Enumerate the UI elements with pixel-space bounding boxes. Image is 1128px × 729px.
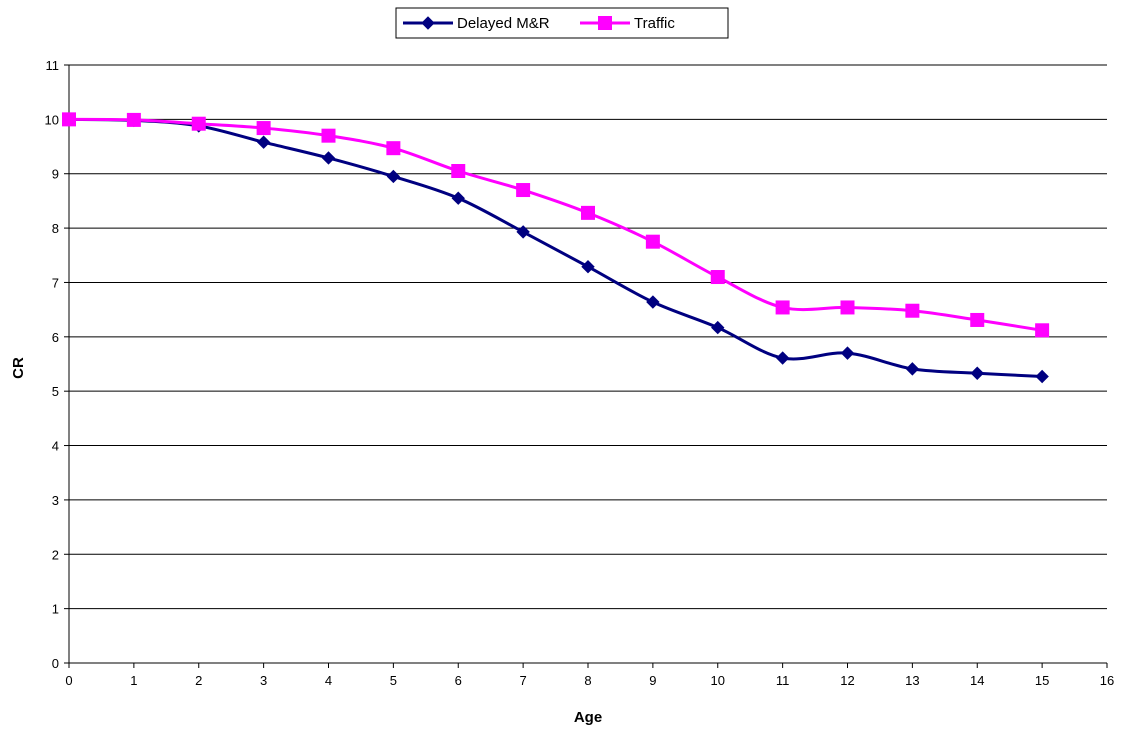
x-tick-label-5: 5 — [390, 673, 397, 688]
y-tick-label-8: 8 — [52, 221, 59, 236]
series-lines — [62, 112, 1050, 384]
series-traffic — [62, 112, 1050, 338]
data-point-delayed-m-r-7 — [516, 225, 530, 239]
data-point-delayed-m-r-5 — [386, 169, 401, 184]
data-point-traffic-1 — [126, 112, 141, 127]
x-tick-label-13: 13 — [905, 673, 919, 688]
data-point-delayed-m-r-13 — [905, 362, 920, 376]
data-point-traffic-5 — [386, 141, 401, 156]
legend: Delayed M&R Traffic — [395, 7, 729, 39]
y-tick-label-4: 4 — [52, 439, 59, 454]
x-tick-label-12: 12 — [840, 673, 854, 688]
y-tick-label-1: 1 — [52, 602, 59, 617]
data-point-delayed-m-r-15 — [1035, 369, 1049, 384]
data-point-delayed-m-r-9 — [646, 295, 660, 309]
y-axis-label: CR — [10, 357, 27, 379]
y-tick-label-11: 11 — [46, 58, 60, 73]
data-point-delayed-m-r-8 — [581, 259, 595, 274]
x-tick-label-7: 7 — [520, 673, 527, 688]
data-point-traffic-2 — [191, 116, 206, 131]
x-tick-label-9: 9 — [649, 673, 656, 688]
x-tick-label-1: 1 — [130, 673, 137, 688]
y-tick-label-6: 6 — [52, 330, 59, 345]
data-point-traffic-15 — [1035, 323, 1050, 338]
x-tick-labels: 0 1 2 3 4 5 6 7 8 9 10 11 12 13 14 15 16 — [65, 673, 1114, 688]
gridlines — [69, 64, 1107, 610]
x-tick-label-6: 6 — [455, 673, 462, 688]
y-tick-label-7: 7 — [52, 275, 59, 290]
legend-label-delayed-m-r: Delayed M&R — [457, 15, 550, 32]
x-tick-label-15: 15 — [1035, 673, 1049, 688]
data-point-delayed-m-r-12 — [840, 346, 855, 360]
x-tick-label-0: 0 — [65, 673, 72, 688]
data-point-traffic-10 — [710, 270, 725, 285]
x-tick-label-14: 14 — [970, 673, 984, 688]
data-point-traffic-11 — [775, 300, 790, 315]
x-tick-label-2: 2 — [195, 673, 202, 688]
data-point-delayed-m-r-10 — [711, 320, 725, 335]
legend-label-traffic: Traffic — [634, 15, 675, 32]
x-tick-label-11: 11 — [776, 673, 790, 688]
legend-item-delayed-m-r: Delayed M&R — [403, 15, 550, 32]
data-point-traffic-9 — [645, 234, 660, 249]
data-point-traffic-14 — [970, 312, 985, 327]
y-tick-label-10: 10 — [45, 112, 59, 127]
data-point-traffic-4 — [321, 128, 336, 143]
data-point-traffic-13 — [905, 303, 920, 318]
data-point-delayed-m-r-11 — [775, 351, 790, 365]
x-tick-label-8: 8 — [584, 673, 591, 688]
y-tick-labels: 0 1 2 3 4 5 6 7 8 9 10 11 — [45, 58, 59, 671]
x-tick-label-16: 16 — [1100, 673, 1114, 688]
y-tick-label-5: 5 — [52, 384, 59, 399]
series-line-traffic — [68, 117, 1043, 332]
data-point-traffic-8 — [581, 205, 595, 220]
x-tick-label-4: 4 — [325, 673, 332, 688]
legend-marker-delayed-m-r — [421, 16, 435, 30]
x-tick-label-10: 10 — [711, 673, 725, 688]
axes — [64, 64, 1108, 668]
data-point-delayed-m-r-6 — [451, 191, 465, 205]
y-tick-label-9: 9 — [52, 167, 59, 182]
series-delayed-m-r — [62, 112, 1049, 384]
data-point-traffic-0 — [62, 112, 76, 127]
data-point-traffic-12 — [840, 300, 855, 315]
data-point-traffic-6 — [451, 164, 466, 179]
y-tick-label-2: 2 — [52, 547, 59, 562]
data-point-traffic-7 — [516, 183, 531, 198]
y-tick-label-0: 0 — [52, 656, 59, 671]
legend-marker-traffic — [598, 16, 612, 30]
series-line-delayed-m-r — [68, 117, 1043, 379]
data-point-delayed-m-r-3 — [256, 135, 271, 149]
x-axis-label: Age — [574, 709, 602, 726]
data-point-traffic-3 — [256, 121, 271, 136]
legend-item-traffic: Traffic — [580, 15, 675, 32]
x-tick-label-3: 3 — [260, 673, 267, 688]
y-tick-label-3: 3 — [52, 493, 59, 508]
data-point-delayed-m-r-4 — [321, 151, 336, 165]
data-point-delayed-m-r-14 — [970, 366, 984, 380]
